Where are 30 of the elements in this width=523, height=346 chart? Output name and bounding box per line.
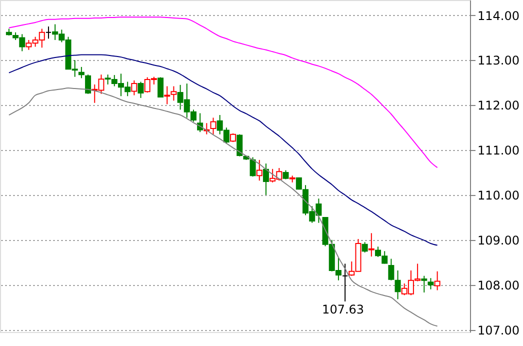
- y-tick-label: 114.00: [478, 8, 520, 23]
- annotation: 107.63: [322, 302, 364, 316]
- candlestick: [85, 74, 92, 94]
- candlestick: [210, 117, 216, 135]
- y-tick-label: 109.00: [478, 233, 520, 248]
- y-tick-label: 111.00: [478, 144, 520, 158]
- candlestick: [262, 163, 269, 196]
- candlestick: [131, 80, 138, 96]
- y-tick-label: 108.00: [478, 278, 520, 292]
- candlestick: [78, 66, 84, 79]
- candlestick: [45, 26, 52, 40]
- y-tick-label: 107.00: [478, 323, 520, 338]
- y-tick-label: 110.00: [478, 188, 520, 202]
- candlestick: [368, 232, 374, 258]
- y-tick-label: 112.00: [478, 98, 520, 113]
- candlestick: [256, 159, 262, 182]
- candlestick: [428, 278, 434, 290]
- y-tick-label: 113.00: [478, 54, 520, 68]
- candlestick: [394, 270, 401, 300]
- line-series: [8, 16, 438, 168]
- candlestick: [138, 81, 144, 98]
- candlestick: [421, 275, 428, 293]
- line-series: [8, 88, 438, 327]
- line-series: [8, 54, 438, 246]
- candlestick: [250, 156, 256, 178]
- candlestick: [434, 270, 440, 291]
- candlestick: [388, 258, 394, 281]
- candlestick: [362, 242, 368, 253]
- candlestick: [158, 76, 164, 98]
- candlestick: [342, 263, 348, 302]
